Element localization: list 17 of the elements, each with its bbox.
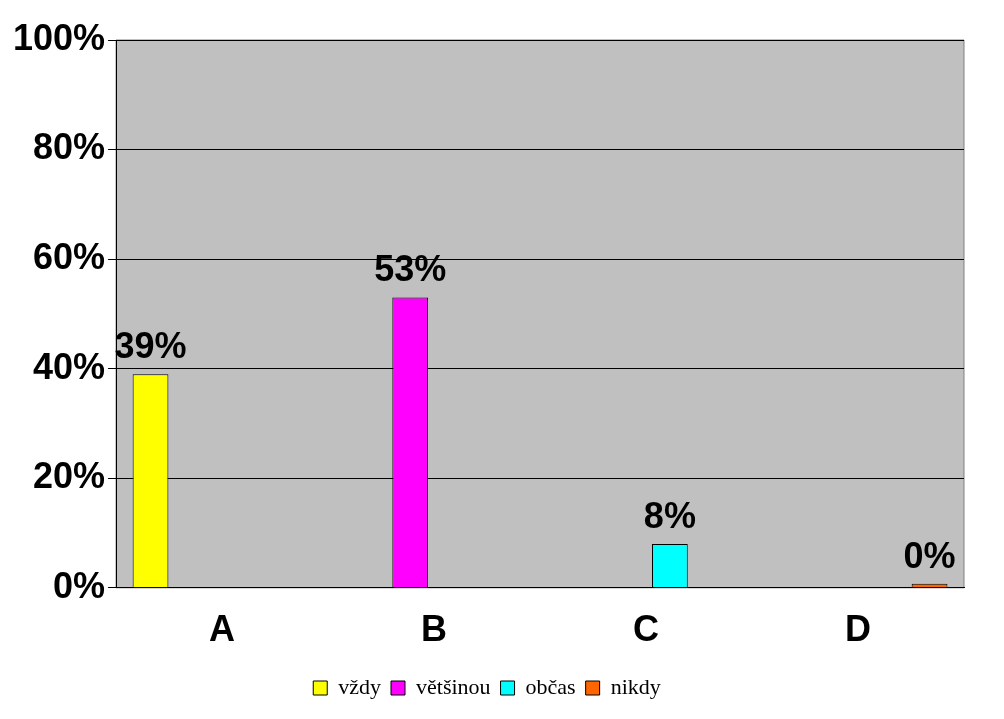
y-tick-label: 40% <box>33 345 106 387</box>
y-tick-label: 60% <box>33 236 106 278</box>
data-label: 8% <box>643 494 696 536</box>
y-tick-label: 100% <box>13 16 106 58</box>
legend-label: většinou <box>416 673 491 699</box>
x-tick-label: D <box>845 608 872 650</box>
x-tick-label: A <box>209 608 236 650</box>
legend-label: občas <box>525 673 576 699</box>
x-tick-label: B <box>421 608 448 650</box>
legend-label: vždy <box>338 673 382 699</box>
y-tick-label: 0% <box>53 564 106 606</box>
data-label: 0% <box>903 534 956 576</box>
x-tick-label: C <box>633 608 660 650</box>
y-tick-label: 80% <box>33 126 106 168</box>
legend-label: nikdy <box>610 673 661 699</box>
data-label: 53% <box>374 248 447 290</box>
y-tick-label: 20% <box>33 455 106 497</box>
